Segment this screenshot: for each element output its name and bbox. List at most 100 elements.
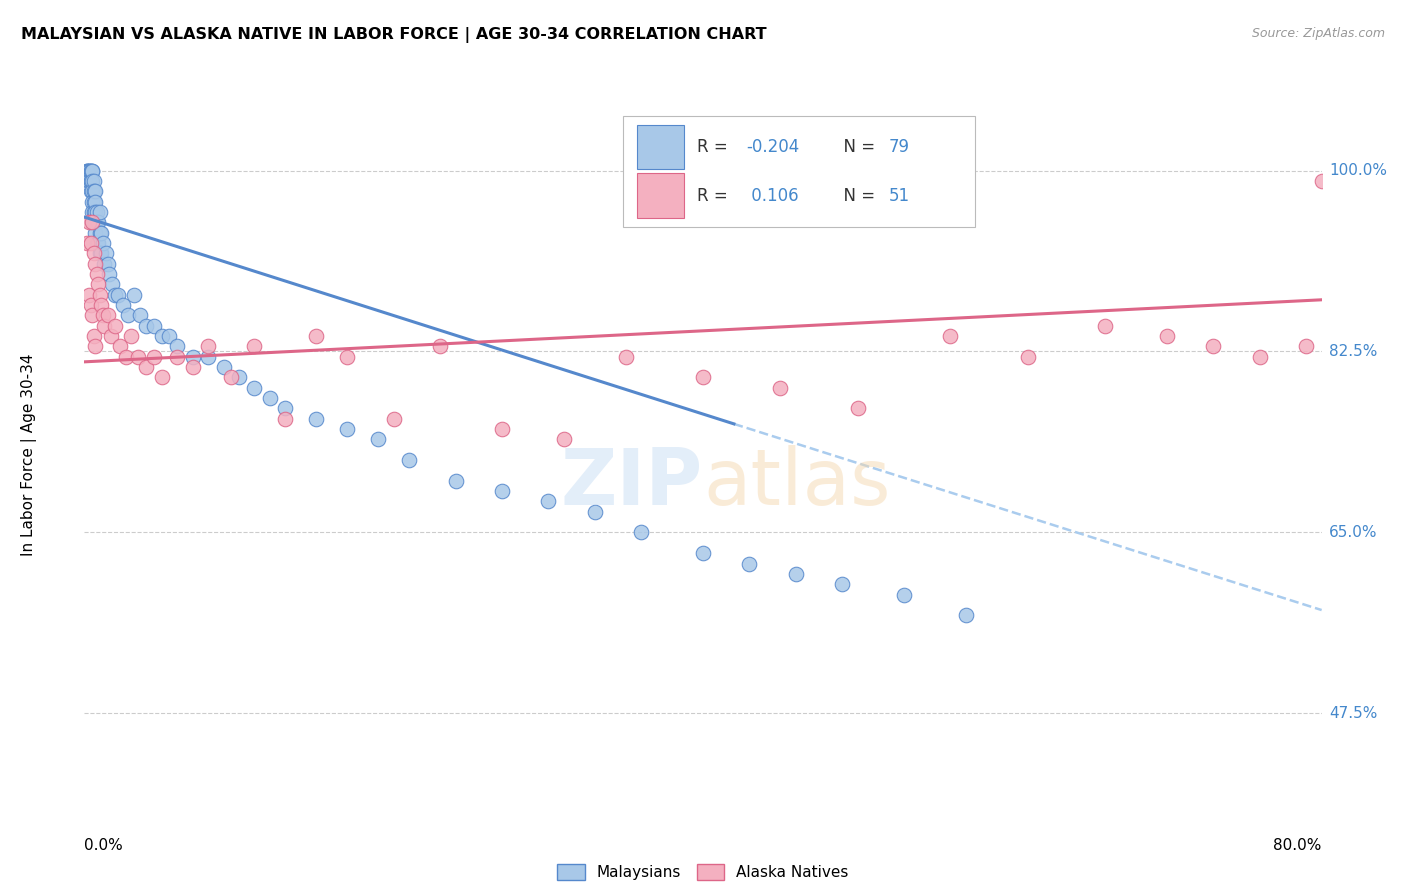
Point: [219, 370, 242, 384]
Point: [89, 287, 111, 301]
Point: [79, 163, 101, 178]
Point: [1295, 339, 1317, 353]
Point: [89, 246, 111, 260]
Point: [84, 205, 107, 219]
Point: [86, 235, 108, 250]
Point: [83, 205, 105, 219]
Point: [738, 557, 761, 571]
Point: [100, 329, 122, 343]
Point: [83, 174, 105, 188]
Point: [89, 205, 111, 219]
Point: [181, 350, 204, 364]
Point: [101, 277, 124, 292]
Point: [82, 308, 104, 322]
Point: [785, 566, 807, 581]
Point: [84, 257, 107, 271]
Point: [108, 339, 131, 353]
Point: [98, 267, 121, 281]
Point: [117, 308, 139, 322]
Text: 79: 79: [889, 138, 910, 156]
Point: [82, 174, 104, 188]
Point: [83, 246, 105, 260]
Point: [77, 215, 100, 229]
Point: [90, 226, 112, 240]
Point: [96, 308, 118, 322]
Point: [96, 257, 118, 271]
Point: [1202, 339, 1225, 353]
Point: [79, 163, 101, 178]
Point: [93, 318, 115, 333]
Point: [83, 184, 105, 198]
Text: atlas: atlas: [703, 445, 890, 522]
Point: [692, 546, 714, 560]
Point: [83, 329, 105, 343]
Point: [1017, 350, 1039, 364]
Point: [84, 226, 107, 240]
Text: -0.204: -0.204: [747, 138, 800, 156]
Text: N =: N =: [832, 186, 880, 204]
Text: 51: 51: [889, 186, 910, 204]
Point: [84, 215, 107, 229]
Point: [82, 184, 104, 198]
Point: [104, 318, 127, 333]
Point: [583, 505, 606, 519]
Text: R =: R =: [697, 138, 733, 156]
Point: [91, 308, 114, 322]
Point: [1156, 329, 1178, 343]
Point: [89, 226, 111, 240]
Point: [76, 163, 98, 178]
Point: [166, 350, 188, 364]
Point: [115, 350, 138, 364]
Text: 0.106: 0.106: [747, 186, 799, 204]
Legend: Malaysians, Alaska Natives: Malaysians, Alaska Natives: [551, 858, 855, 886]
Point: [135, 318, 157, 333]
Point: [84, 184, 107, 198]
Point: [336, 422, 359, 436]
Point: [90, 246, 112, 260]
Point: [77, 174, 100, 188]
Point: [112, 298, 135, 312]
Point: [83, 215, 105, 229]
Text: 80.0%: 80.0%: [1274, 838, 1322, 853]
Point: [197, 350, 219, 364]
Point: [150, 370, 173, 384]
Point: [127, 350, 149, 364]
Point: [630, 525, 652, 540]
Point: [382, 411, 405, 425]
Point: [166, 339, 188, 353]
Point: [243, 381, 266, 395]
Point: [82, 194, 104, 209]
Point: [77, 163, 100, 178]
Point: [1310, 174, 1333, 188]
Text: 100.0%: 100.0%: [1329, 163, 1388, 178]
FancyBboxPatch shape: [637, 173, 685, 218]
Point: [243, 339, 266, 353]
Point: [274, 411, 297, 425]
Point: [159, 329, 180, 343]
Point: [955, 608, 977, 623]
Point: [76, 163, 98, 178]
Point: [429, 339, 451, 353]
Point: [77, 163, 100, 178]
Point: [939, 329, 962, 343]
Text: 0.0%: 0.0%: [84, 838, 124, 853]
Point: [79, 184, 101, 198]
Point: [77, 163, 100, 178]
Point: [87, 235, 110, 250]
Point: [614, 350, 637, 364]
Point: [181, 359, 204, 374]
Point: [76, 235, 98, 250]
Point: [398, 453, 420, 467]
Point: [367, 433, 389, 447]
Point: [91, 235, 114, 250]
Text: 82.5%: 82.5%: [1329, 344, 1378, 359]
Point: [87, 277, 110, 292]
Point: [79, 174, 101, 188]
Point: [84, 339, 107, 353]
Point: [120, 329, 142, 343]
Point: [444, 474, 467, 488]
Point: [93, 257, 115, 271]
Point: [143, 318, 166, 333]
Text: MALAYSIAN VS ALASKA NATIVE IN LABOR FORCE | AGE 30-34 CORRELATION CHART: MALAYSIAN VS ALASKA NATIVE IN LABOR FORC…: [21, 27, 766, 43]
Text: 65.0%: 65.0%: [1329, 525, 1378, 540]
